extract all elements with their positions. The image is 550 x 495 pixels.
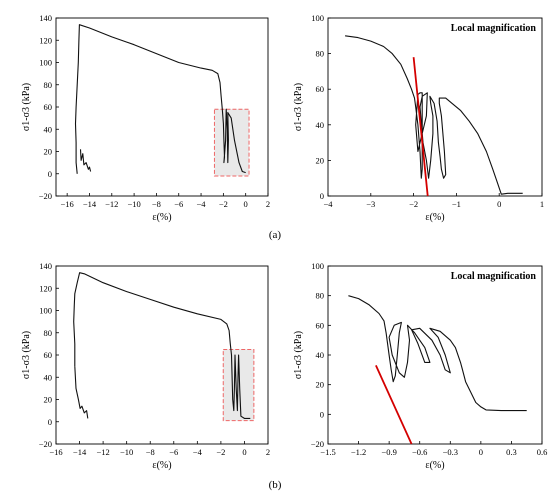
y-tick-label: 60 (316, 320, 325, 330)
x-tick-label: −0.6 (412, 447, 427, 457)
x-tick-label: −1 (452, 199, 461, 209)
x-tick-label: −1.5 (320, 447, 335, 457)
y-tick-label: 120 (39, 283, 52, 293)
annotation-local-magnification: Local magnification (451, 23, 537, 34)
x-tick-label: −2 (219, 199, 228, 209)
series-line-1 (73, 272, 251, 419)
y-axis-label: σ1-σ3 (kPa) (21, 83, 32, 131)
y-tick-label: 40 (316, 350, 325, 360)
y-tick-label: 40 (316, 120, 325, 130)
y-tick-label: 100 (311, 261, 324, 271)
y-tick-label: 20 (316, 155, 325, 165)
x-tick-label: −14 (73, 447, 87, 457)
y-tick-label: 60 (44, 102, 53, 112)
x-tick-label: −6 (174, 199, 183, 209)
plot-frame (327, 265, 543, 445)
plot-frame (327, 17, 543, 197)
x-axis-label: ε(%) (152, 460, 171, 471)
x-tick-label: −8 (146, 447, 155, 457)
series-line-1 (345, 35, 523, 195)
y-tick-label: 140 (39, 13, 52, 23)
x-tick-label: 0 (242, 447, 246, 457)
y-tick-label: 40 (44, 372, 53, 382)
x-tick-label: 0 (244, 199, 248, 209)
x-tick-label: −4 (197, 199, 207, 209)
x-tick-label: −10 (120, 447, 133, 457)
x-tick-label: −0.3 (443, 447, 458, 457)
x-axis-label: ε(%) (425, 212, 444, 223)
y-tick-label: 100 (39, 58, 52, 68)
trend-line (412, 57, 429, 197)
y-tick-label: −20 (311, 439, 324, 449)
x-tick-label: 0 (497, 199, 501, 209)
x-tick-label: −1.2 (351, 447, 366, 457)
y-tick-label: 120 (39, 35, 52, 45)
y-tick-label: 100 (311, 13, 324, 23)
x-tick-label: −4 (323, 199, 333, 209)
x-tick-label: −16 (49, 447, 62, 457)
y-tick-label: 20 (44, 395, 53, 405)
chart-panel-b-left: −16 −14 −12 −10 −8 −6 −4 −2 0 2−20020406080100120… (21, 261, 270, 471)
x-axis-label: ε(%) (425, 460, 444, 471)
y-tick-label: 60 (316, 84, 325, 94)
y-tick-label: 20 (316, 380, 325, 390)
y-tick-label: 60 (44, 350, 53, 360)
figure-caption: (a) (269, 229, 282, 241)
x-tick-label: −4 (193, 447, 203, 457)
y-tick-label: −20 (39, 439, 52, 449)
y-tick-label: −20 (39, 191, 52, 201)
series-line-1 (348, 295, 527, 412)
x-tick-label: 0.6 (537, 447, 548, 457)
y-tick-label: 20 (44, 147, 53, 157)
trend-line (375, 365, 413, 445)
y-tick-label: 80 (44, 80, 53, 90)
y-tick-label: 100 (39, 306, 52, 316)
series-line-2 (74, 366, 89, 419)
y-tick-label: 0 (48, 169, 52, 179)
series-line-2 (79, 149, 92, 172)
y-tick-label: 40 (44, 124, 53, 134)
x-tick-label: 0 (479, 447, 483, 457)
x-tick-label: −2 (409, 199, 418, 209)
y-tick-label: 0 (320, 191, 324, 201)
x-tick-label: −8 (152, 199, 161, 209)
y-axis-label: σ1-σ3 (kPa) (21, 331, 32, 379)
chart-panel-b-right: −1.5 −1.2 −0.9 −0.6 −0.3 0 0.3 0.6 −20 0 20 40 60 80 1… (293, 261, 547, 471)
x-tick-label: 0.3 (506, 447, 517, 457)
x-tick-label: 1 (540, 199, 544, 209)
x-axis-label: ε(%) (152, 212, 171, 223)
x-tick-label: −3 (366, 199, 375, 209)
chart-panel-a-left: −16 −14 −12 −10 −8 −6 −4 −2 0 2−20020406080100120… (21, 13, 270, 223)
x-tick-label: −12 (96, 447, 109, 457)
x-tick-label: −12 (105, 199, 118, 209)
x-tick-label: −6 (169, 447, 178, 457)
figure-caption: (b) (269, 479, 282, 491)
x-tick-label: −16 (61, 199, 74, 209)
x-tick-label: −14 (83, 199, 97, 209)
x-tick-label: −2 (216, 447, 225, 457)
x-tick-label: −0.9 (381, 447, 396, 457)
y-tick-label: 80 (316, 49, 325, 59)
y-tick-label: 80 (44, 328, 53, 338)
y-tick-label: 0 (320, 409, 324, 419)
x-tick-label: −10 (127, 199, 140, 209)
y-axis-label: σ1-σ3 (kPa) (293, 331, 304, 379)
series-line-1 (74, 24, 246, 174)
x-tick-label: 2 (266, 447, 270, 457)
y-tick-label: 80 (316, 291, 325, 301)
x-tick-label: 2 (266, 199, 270, 209)
y-axis-label: σ1-σ3 (kPa) (293, 83, 304, 131)
annotation-local-magnification: Local magnification (451, 271, 537, 282)
y-tick-label: 140 (39, 261, 52, 271)
y-tick-label: 0 (48, 417, 52, 427)
